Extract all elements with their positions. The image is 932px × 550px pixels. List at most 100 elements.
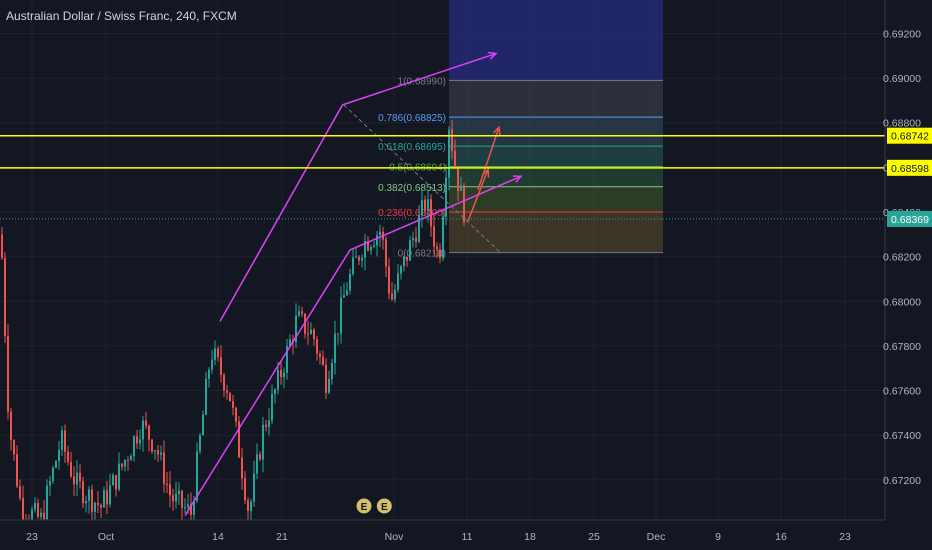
arrow-head: [512, 175, 523, 183]
candle-body: [313, 329, 315, 340]
time-tick-label: 18: [524, 531, 536, 543]
candle-body: [268, 420, 270, 428]
target-arrow-1[interactable]: [467, 169, 489, 222]
candle-body: [82, 481, 84, 504]
channel-lower-line[interactable]: [184, 249, 351, 516]
candle-body: [109, 485, 111, 505]
candle-body: [316, 339, 318, 354]
candle-body: [283, 372, 285, 378]
candle-body: [274, 389, 276, 394]
candle-body: [100, 505, 102, 508]
candle-body: [385, 239, 387, 267]
candle-body: [373, 245, 375, 247]
candle-body: [445, 177, 447, 217]
drawings[interactable]: [184, 51, 523, 516]
price-tag[interactable]: [887, 127, 932, 144]
price-tag[interactable]: [887, 210, 932, 227]
candle-body: [262, 424, 264, 460]
fib-zone: [449, 80, 663, 118]
candle-body: [7, 336, 9, 412]
fib-level-label: 0(0.68218): [398, 249, 446, 260]
candle-body: [181, 490, 183, 508]
price-tag[interactable]: [887, 159, 932, 176]
candle-body: [391, 293, 393, 300]
candle-body: [328, 378, 330, 393]
candle-body: [430, 199, 432, 227]
time-axis[interactable]: 23 Oct 14 21 Nov 11 18 25 Dec 9 16 23: [0, 519, 932, 550]
candle-body: [340, 297, 342, 334]
candle-body: [211, 359, 213, 370]
candle-body: [307, 333, 309, 335]
fib-extension-zone: [449, 0, 663, 81]
candle-body: [244, 478, 246, 501]
candle-body: [31, 509, 33, 521]
candle-body: [88, 489, 90, 501]
channel-upper-arrow[interactable]: [342, 52, 497, 106]
candle-body: [256, 454, 258, 474]
candle-body: [379, 231, 381, 236]
candle-body: [157, 450, 159, 455]
price-tag-label: 0.68369: [891, 214, 929, 226]
candle-body: [118, 463, 120, 490]
fib-level-label: 0.236(0.68400): [378, 208, 446, 219]
candle-body: [415, 237, 417, 243]
candle-body: [67, 451, 69, 462]
candle-body: [271, 393, 273, 421]
channel-lower-arrow[interactable]: [349, 175, 522, 251]
event-marker-icon[interactable]: [355, 497, 373, 515]
candle-body: [352, 257, 354, 274]
price-tick-label: 0.67400: [883, 430, 921, 442]
candle-body: [148, 425, 150, 440]
candle-body: [130, 456, 132, 461]
candle-body: [388, 266, 390, 294]
candle-body: [208, 369, 210, 379]
candle-body: [43, 512, 45, 520]
channel-upper-line[interactable]: [219, 104, 344, 322]
candle-body: [349, 273, 351, 291]
candle-body: [154, 450, 156, 452]
price-axis[interactable]: 0.692000.690000.688000.686000.684000.682…: [883, 0, 932, 550]
candle-body: [448, 129, 450, 178]
event-marker-icon[interactable]: [375, 497, 393, 515]
price-tick-label: 0.67200: [883, 475, 921, 487]
candle-body: [52, 467, 54, 482]
fib-level-label: 0.382(0.68513): [378, 183, 446, 194]
candle-body: [295, 315, 297, 343]
horizontal-levels[interactable]: [0, 134, 885, 220]
fibonacci-retracement[interactable]: 1(0.68990) 0.786(0.68825) 0.618(0.68695) 0.…: [378, 0, 663, 260]
time-tick-label: Dec: [647, 531, 666, 543]
candle-body: [280, 370, 282, 378]
candle-body: [61, 430, 63, 451]
fib-zone: [449, 166, 663, 187]
price-tick-label: 0.68200: [883, 252, 921, 264]
candle-body: [106, 490, 108, 505]
candle-body: [199, 435, 201, 452]
price-tick-label: 0.69200: [883, 28, 921, 40]
candle-body: [238, 421, 240, 458]
fib-zone: [449, 117, 663, 147]
candle-body: [16, 454, 18, 487]
candle-body: [133, 436, 135, 457]
candle-body: [235, 407, 237, 422]
price-tick-label: 0.69000: [883, 73, 921, 85]
candle-body: [250, 501, 252, 512]
candle-body: [13, 440, 15, 455]
candle-body: [397, 273, 399, 290]
candle-body: [400, 266, 402, 274]
candle-body: [37, 502, 39, 517]
time-tick-label: 9: [715, 531, 721, 543]
target-arrow-2[interactable]: [477, 126, 500, 190]
fib-level-label: 0.786(0.68825): [378, 113, 446, 124]
candle-body: [301, 311, 303, 314]
candle-body: [10, 411, 12, 441]
projection-dashed-line[interactable]: [343, 104, 501, 253]
candle-body: [175, 493, 177, 502]
candle-body: [64, 430, 66, 452]
candle-body: [226, 390, 228, 393]
candle-body: [229, 392, 231, 402]
fib-zone: [449, 186, 663, 213]
candle-body: [343, 295, 345, 298]
event-marker-label: E: [361, 502, 368, 513]
